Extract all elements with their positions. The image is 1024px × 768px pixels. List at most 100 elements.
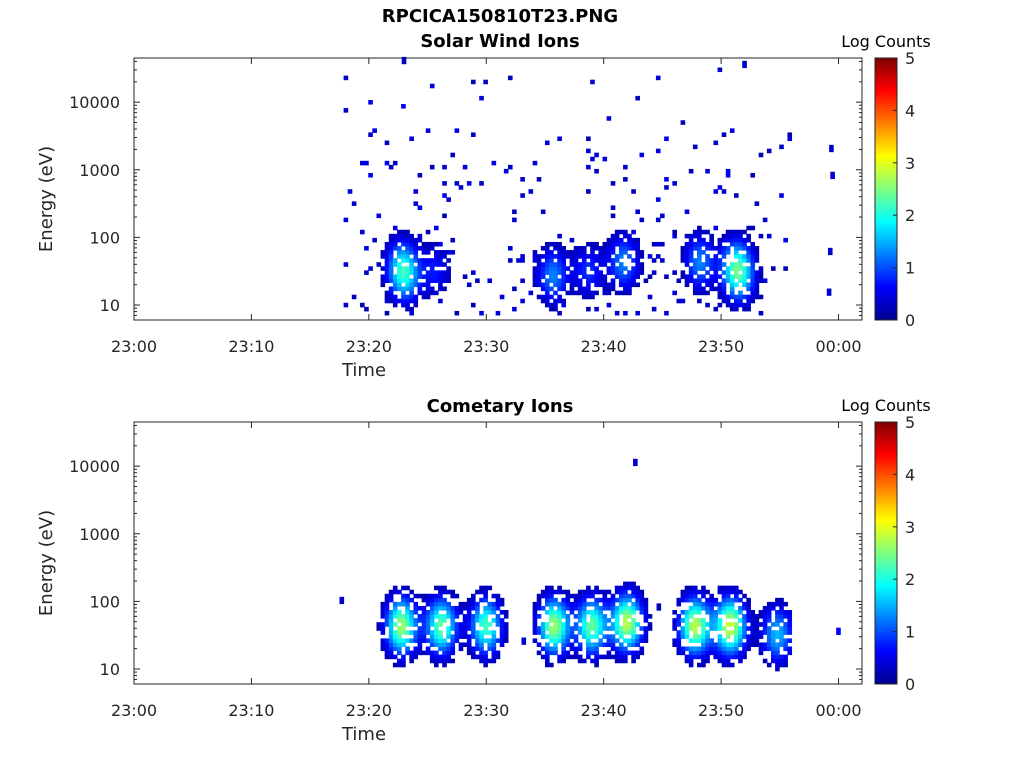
- spectrogram-cell: [397, 618, 402, 623]
- spectrogram-cell: [721, 254, 727, 259]
- spectrogram-cell: [536, 254, 542, 259]
- spectrogram-cell: [417, 237, 423, 243]
- spectrogram-cell: [458, 630, 464, 635]
- spectrogram-cell: [746, 302, 751, 308]
- y-axis-label: Energy (eV): [36, 146, 57, 252]
- spectrogram-cell: [594, 614, 599, 619]
- spectrogram-cell: [569, 274, 575, 279]
- spectrogram-cell: [429, 638, 435, 643]
- spectrogram-cell: [343, 262, 349, 267]
- spectrogram-cell: [577, 614, 583, 619]
- spectrogram-cell: [713, 597, 719, 603]
- spectrogram-cell: [627, 246, 632, 251]
- spectrogram-cell: [746, 306, 751, 312]
- spectrogram-cell: [614, 237, 620, 243]
- spectrogram-cell: [438, 286, 443, 292]
- spectrogram-cell: [602, 634, 608, 639]
- spectrogram-cell: [623, 605, 628, 611]
- spectrogram-cell: [610, 241, 616, 247]
- spectrogram-cell: [717, 622, 723, 627]
- spectrogram-cell: [717, 294, 723, 300]
- spectrogram-cell: [425, 650, 431, 656]
- spectrogram-cell: [499, 294, 505, 300]
- spectrogram-cell: [384, 650, 390, 656]
- spectrogram-cell: [475, 630, 480, 635]
- spectrogram-cell: [697, 286, 702, 292]
- spectrogram-cell: [413, 189, 419, 194]
- spectrogram-cell: [434, 638, 439, 643]
- spectrogram-cell: [635, 95, 640, 101]
- spectrogram-cell: [434, 270, 439, 275]
- spectrogram-cell: [734, 282, 739, 288]
- spectrogram-cell: [590, 634, 595, 639]
- spectrogram-cell: [766, 605, 772, 611]
- spectrogram-cell: [581, 290, 587, 296]
- spectrogram-cell: [746, 250, 751, 255]
- spectrogram-cell: [561, 282, 567, 288]
- spectrogram-cell: [750, 610, 756, 615]
- spectrogram-cell: [627, 254, 632, 259]
- spectrogram-cell: [561, 614, 567, 619]
- spectrogram-cell: [692, 593, 698, 599]
- spectrogram-cell: [549, 266, 554, 271]
- spectrogram-cell: [586, 282, 591, 288]
- spectrogram-cell: [549, 593, 554, 599]
- spectrogram-cell: [688, 638, 694, 643]
- spectrogram-cell: [614, 658, 620, 664]
- spectrogram-cell: [581, 254, 587, 259]
- spectrogram-cell: [495, 654, 501, 660]
- spectrogram-cell: [417, 266, 423, 271]
- spectrogram-cell: [742, 618, 747, 623]
- x-tick-label: 00:00: [815, 701, 861, 720]
- spectrogram-cell: [495, 593, 501, 599]
- spectrogram-cell: [614, 650, 620, 656]
- spectrogram-cell: [606, 116, 612, 121]
- spectrogram-cell: [503, 638, 509, 643]
- spectrogram-cell: [429, 266, 435, 271]
- spectrogram-cell: [766, 601, 772, 607]
- spectrogram-cell: [446, 270, 451, 275]
- spectrogram-cell: [536, 177, 542, 182]
- spectrogram-cell: [507, 164, 513, 170]
- spectrogram-cell: [380, 614, 386, 619]
- spectrogram-cell: [557, 241, 562, 247]
- spectrogram-cell: [688, 597, 694, 603]
- spectrogram-cell: [729, 601, 735, 607]
- spectrogram-cell: [434, 241, 439, 247]
- spectrogram-cell: [655, 241, 661, 247]
- spectrogram-cell: [758, 278, 764, 284]
- spectrogram-cell: [655, 217, 661, 223]
- spectrogram-cell: [491, 630, 497, 635]
- spectrogram-cell: [360, 302, 365, 308]
- spectrogram-cell: [483, 79, 488, 85]
- spectrogram-cell: [709, 593, 714, 599]
- spectrogram-cell: [606, 258, 612, 263]
- spectrogram-cell: [635, 274, 640, 279]
- spectrogram-cell: [401, 294, 406, 300]
- spectrogram-cell: [475, 646, 480, 652]
- spectrogram-cell: [557, 250, 562, 255]
- spectrogram-cell: [458, 626, 464, 631]
- spectrogram-cell: [343, 302, 349, 308]
- spectrogram-cell: [413, 241, 419, 247]
- spectrogram-cell: [417, 626, 423, 631]
- spectrogram-cell: [499, 618, 505, 623]
- spectrogram-cell: [746, 225, 751, 231]
- spectrogram-cell: [783, 662, 788, 668]
- spectrogram-cell: [475, 618, 480, 623]
- spectrogram-cell: [725, 622, 731, 627]
- spectrogram-cell: [479, 642, 484, 648]
- spectrogram-cell: [676, 634, 682, 639]
- spectrogram-cell: [643, 597, 649, 603]
- spectrogram-cell: [738, 278, 743, 284]
- spectrogram-cell: [676, 298, 682, 304]
- spectrogram-cell: [586, 294, 591, 300]
- spectrogram-cell: [635, 270, 640, 275]
- spectrogram-cell: [631, 278, 636, 284]
- spectrogram-cell: [705, 258, 710, 263]
- spectrogram-cell: [577, 642, 583, 648]
- spectrogram-cell: [565, 601, 571, 607]
- spectrogram-cell: [392, 642, 398, 648]
- spectrogram-cell: [540, 298, 546, 304]
- spectrogram-cell: [701, 286, 706, 292]
